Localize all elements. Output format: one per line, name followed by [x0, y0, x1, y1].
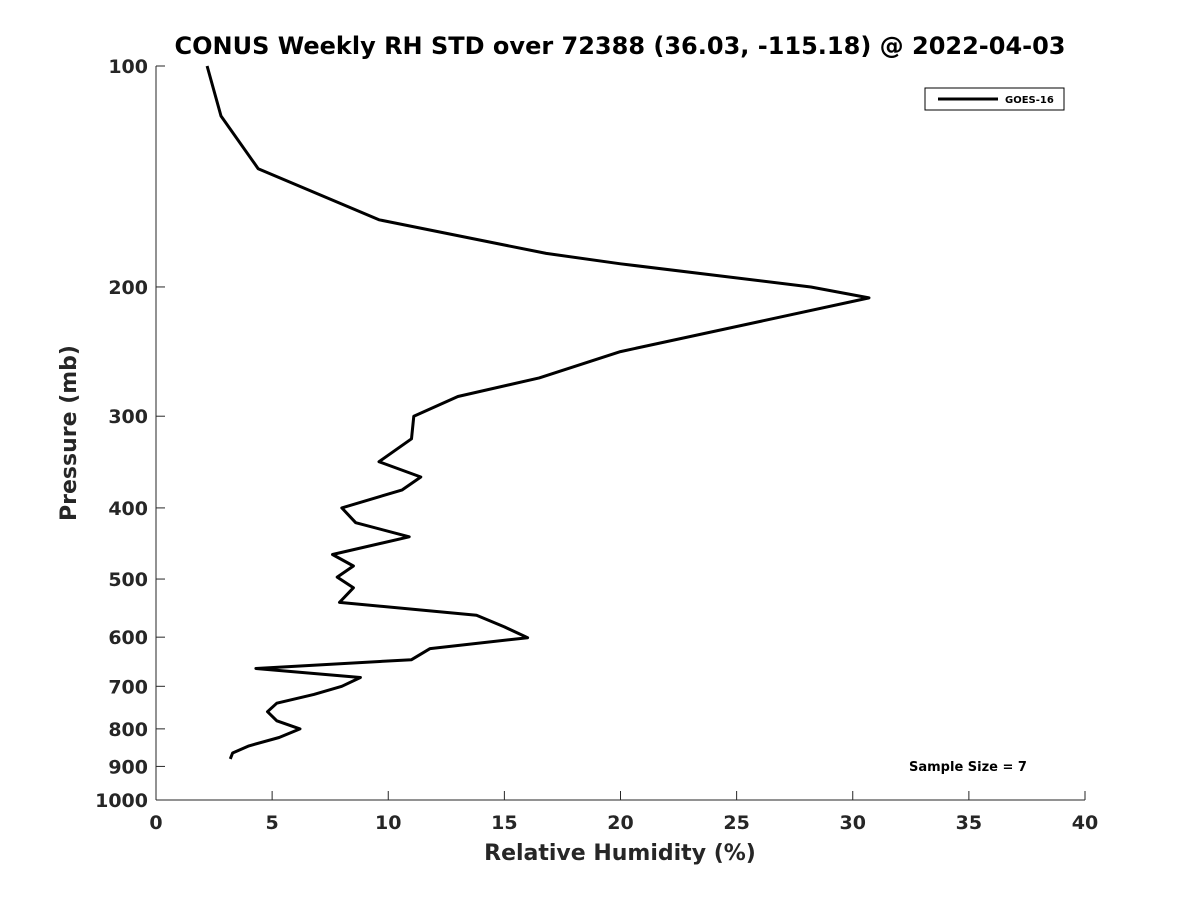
x-tick-label: 30 — [840, 812, 866, 834]
y-tick-label: 600 — [108, 627, 148, 649]
x-tick-label: 0 — [149, 812, 162, 834]
y-tick-label: 400 — [108, 498, 148, 520]
x-tick-label: 40 — [1072, 812, 1098, 834]
x-tick-label: 5 — [266, 812, 279, 834]
x-tick-label: 15 — [491, 812, 517, 834]
plot-axes — [155, 66, 1085, 801]
y-tick-label: 900 — [108, 756, 148, 778]
x-tick-label: 25 — [723, 812, 749, 834]
y-tick-label: 500 — [108, 569, 148, 591]
x-tick-label: 10 — [375, 812, 401, 834]
y-axis-label: Pressure (mb) — [57, 345, 82, 521]
x-tick-label: 35 — [956, 812, 982, 834]
y-tick-label: 300 — [108, 406, 148, 428]
y-tick-label: 200 — [108, 277, 148, 299]
chart-title: CONUS Weekly RH STD over 72388 (36.03, -… — [174, 32, 1065, 60]
x-tick-label: 20 — [607, 812, 633, 834]
y-tick-label: 100 — [108, 56, 148, 78]
x-axis-label: Relative Humidity (%) — [484, 841, 756, 866]
sample-size-annotation: Sample Size = 7 — [909, 760, 1027, 775]
y-tick-label: 1000 — [95, 790, 148, 812]
y-axis-ticks: 100 200 300 400 500 600 700 800 900 1000 — [95, 56, 165, 812]
legend-label-goes-16: GOES-16 — [1005, 95, 1054, 106]
y-tick-label: 800 — [108, 719, 148, 741]
legend: GOES-16 — [924, 87, 1065, 111]
series-layer — [205, 65, 871, 760]
series-line-goes-16 — [205, 65, 871, 760]
y-tick-label: 700 — [108, 676, 148, 698]
x-axis-ticks: 0 5 10 15 20 25 30 35 40 — [149, 791, 1098, 834]
